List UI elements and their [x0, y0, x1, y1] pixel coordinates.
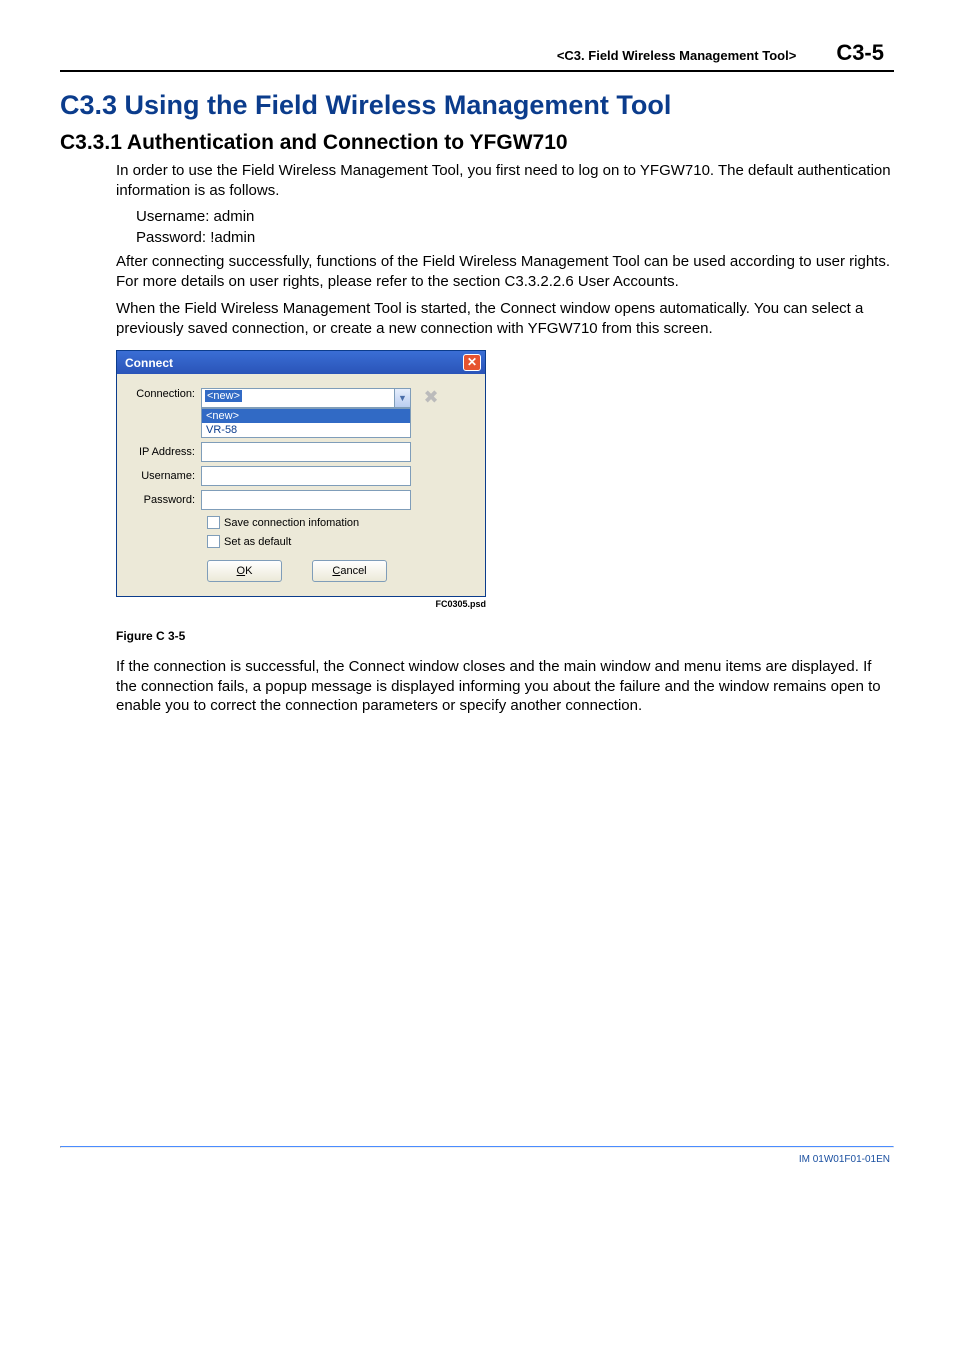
save-connection-checkbox[interactable] [207, 516, 220, 529]
password-input[interactable] [201, 490, 411, 510]
password-credential: Password: !admin [136, 229, 894, 246]
ok-button[interactable]: OK [207, 560, 282, 582]
connection-label: Connection: [129, 388, 201, 400]
page-number: C3-5 [836, 40, 894, 66]
subsection-title: C3.3.1 Authentication and Connection to … [60, 131, 894, 155]
paragraph-3: When the Field Wireless Management Tool … [116, 299, 894, 338]
footer-doc-id: IM 01W01F01-01EN [60, 1148, 894, 1165]
username-credential: Username: admin [136, 208, 894, 225]
ip-input[interactable] [201, 442, 411, 462]
close-icon[interactable]: ✕ [463, 354, 481, 371]
breadcrumb: <C3. Field Wireless Management Tool> [60, 48, 836, 63]
connection-dropdown-list[interactable]: <new> VR-58 [201, 408, 411, 438]
dialog-title: Connect [125, 356, 173, 370]
figure-label: Figure C 3-5 [116, 629, 894, 643]
connection-combo[interactable]: <new> ▼ [201, 388, 411, 408]
username-input[interactable] [201, 466, 411, 486]
dropdown-item[interactable]: <new> [202, 409, 410, 423]
connect-dialog: Connect ✕ Connection: <new> ▼ <new> [116, 350, 486, 597]
paragraph-2: After connecting successfully, functions… [116, 252, 894, 291]
dialog-titlebar[interactable]: Connect ✕ [117, 351, 485, 374]
password-label: Password: [129, 494, 201, 506]
set-default-checkbox[interactable] [207, 535, 220, 548]
delete-icon[interactable]: ✖ [421, 388, 441, 408]
set-default-label: Set as default [224, 536, 291, 548]
image-filename: FC0305.psd [116, 599, 486, 609]
paragraph-4: If the connection is successful, the Con… [116, 657, 894, 716]
cancel-button[interactable]: Cancel [312, 560, 387, 582]
intro-paragraph: In order to use the Field Wireless Manag… [116, 161, 894, 200]
combo-selected-value: <new> [205, 390, 242, 402]
username-label: Username: [129, 470, 201, 482]
chevron-down-icon[interactable]: ▼ [394, 389, 410, 407]
section-title: C3.3 Using the Field Wireless Management… [60, 90, 894, 121]
dropdown-item[interactable]: VR-58 [202, 423, 410, 437]
save-connection-label: Save connection infomation [224, 517, 359, 529]
page-header: <C3. Field Wireless Management Tool> C3-… [60, 40, 894, 72]
ip-label: IP Address: [129, 446, 201, 458]
